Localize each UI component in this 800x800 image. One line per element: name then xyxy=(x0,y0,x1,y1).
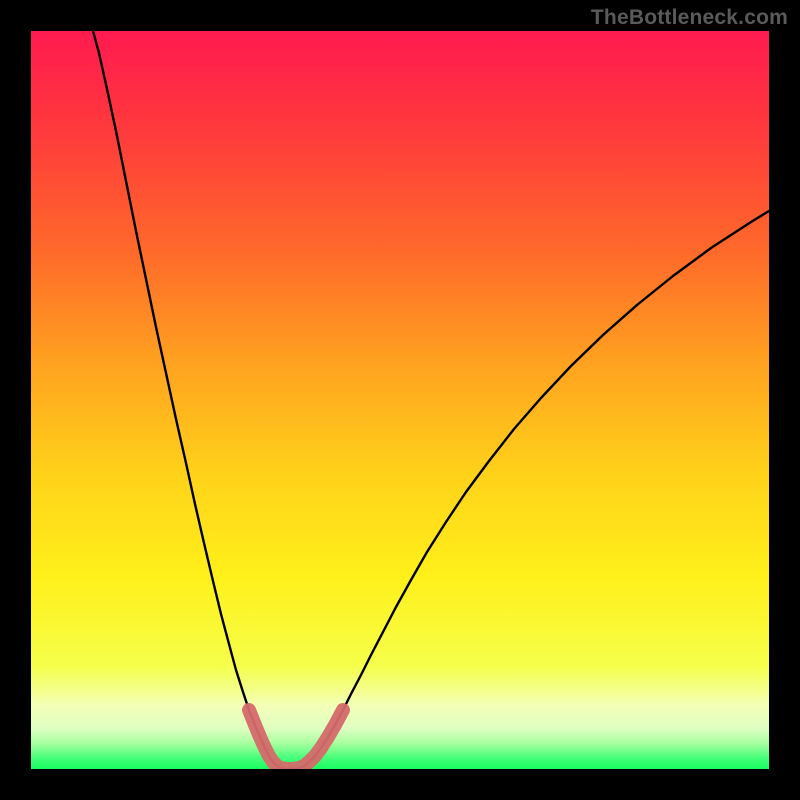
watermark-text: TheBottleneck.com xyxy=(591,6,788,30)
plot-area xyxy=(31,31,769,769)
bottleneck-highlight xyxy=(249,710,343,769)
chart-frame: TheBottleneck.com xyxy=(0,0,800,800)
bottleneck-curve xyxy=(93,31,769,769)
curve-layer xyxy=(31,31,769,769)
